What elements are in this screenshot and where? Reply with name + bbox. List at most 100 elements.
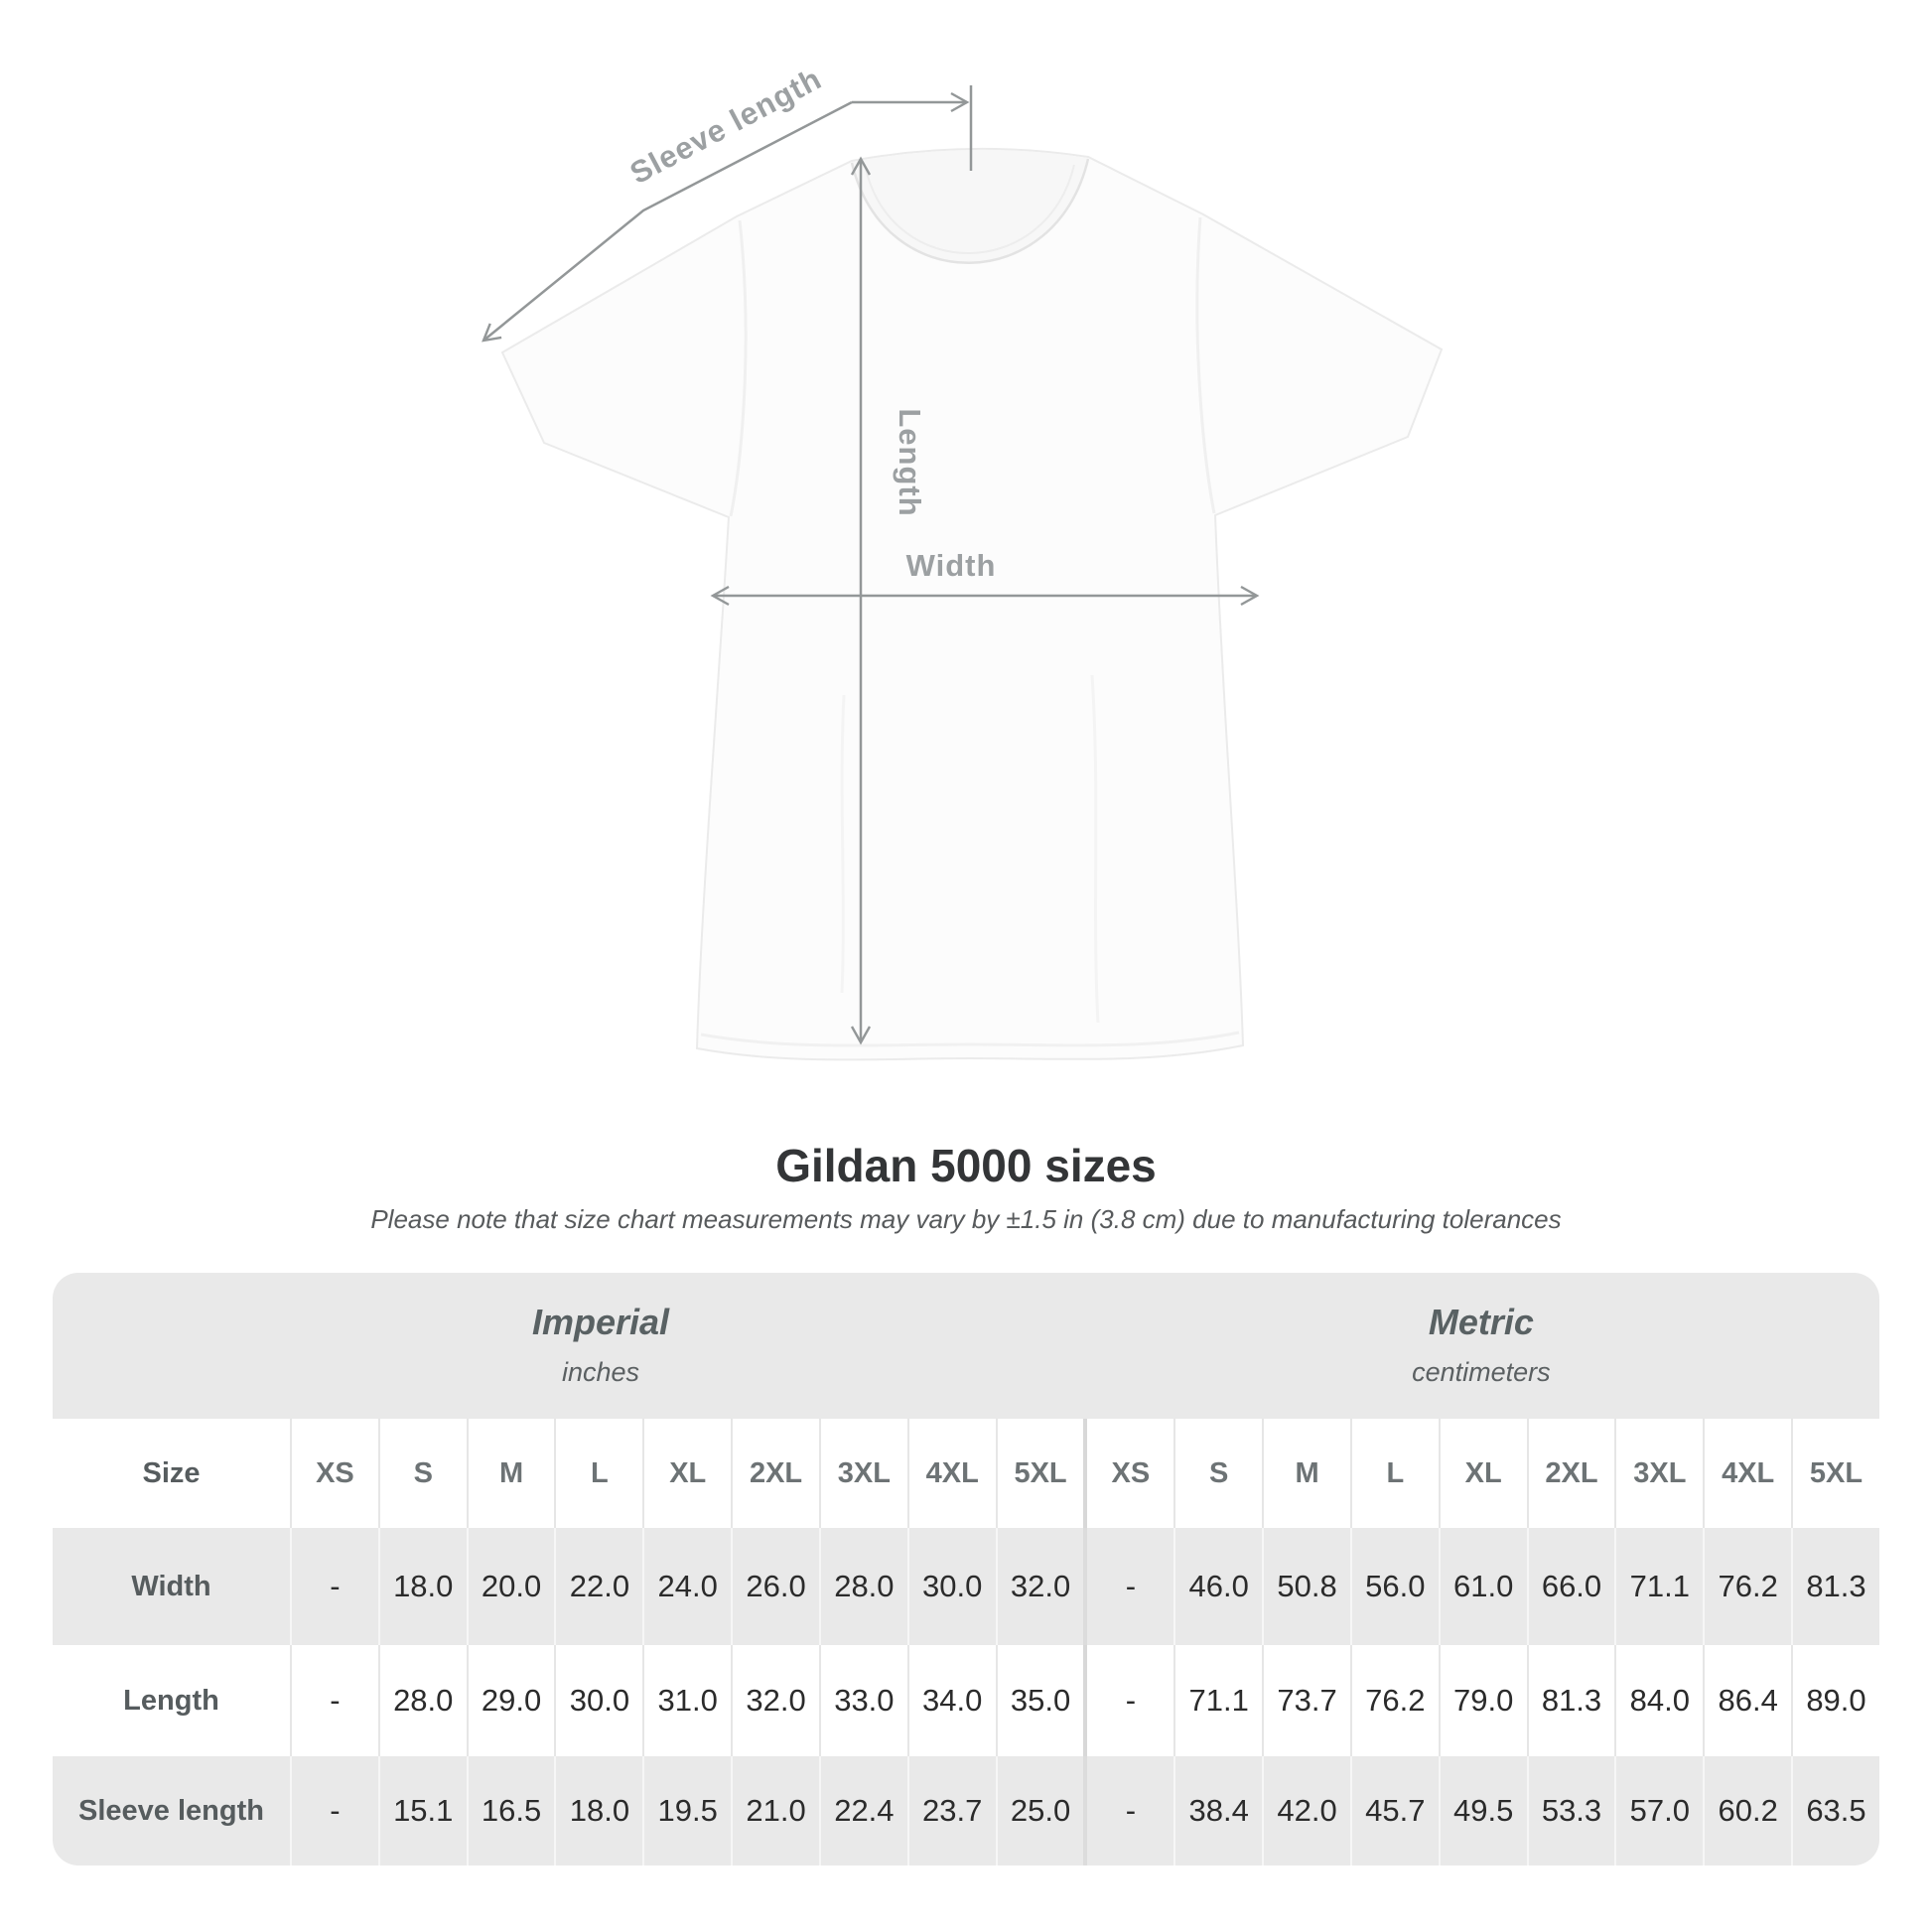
tshirt-left-armhole-seam <box>729 219 748 517</box>
width-label: Width <box>906 548 997 583</box>
cell-width-imperial-2XL: 26.0 <box>731 1528 819 1645</box>
page-title: Gildan 5000 sizes <box>775 1140 1157 1191</box>
size-header-metric-XS: XS <box>1083 1419 1173 1528</box>
size-header-metric-5XL: 5XL <box>1791 1419 1879 1528</box>
tshirt-illustration <box>500 147 1444 1061</box>
cell-width-imperial-5XL: 32.0 <box>995 1528 1084 1645</box>
size-header-imperial-XS: XS <box>290 1419 378 1528</box>
imperial-caption: Imperial inches <box>531 1302 670 1388</box>
measurement-arrows <box>482 85 1260 1045</box>
metric-group-unit: centimeters <box>1412 1357 1551 1387</box>
cell-width-imperial-XL: 24.0 <box>642 1528 731 1645</box>
size-table: Imperial inches Metric centimeters Size X… <box>53 1273 1879 1865</box>
table-row: Sleeve length -15.1 16.5 18.0 19.5 21.0 22.4 23… <box>53 1756 1879 1865</box>
size-header-metric-3XL: 3XL <box>1614 1419 1703 1528</box>
tshirt-hem-seam <box>700 1031 1240 1047</box>
cell-sleeve-length-imperial-2XL: 21.0 <box>731 1756 819 1865</box>
cell-sleeve-length-imperial-4XL: 23.7 <box>906 1756 996 1865</box>
size-column-header: Size <box>142 1456 201 1489</box>
tshirt-body <box>500 147 1444 1061</box>
size-header-imperial-2XL: 2XL <box>731 1419 819 1528</box>
cell-width-metric-3XL: 71.1 <box>1614 1528 1703 1645</box>
imperial-group-name: Imperial <box>531 1302 670 1342</box>
cell-width-metric-L: 56.0 <box>1349 1528 1439 1645</box>
sleeve-length-label: Sleeve length <box>624 61 827 191</box>
cell-width-metric-4XL: 76.2 <box>1703 1528 1791 1645</box>
length-label: Length <box>893 408 927 516</box>
cell-sleeve-length-metric-3XL: 57.0 <box>1614 1756 1703 1865</box>
cell-sleeve-length-metric-S: 38.4 <box>1173 1756 1262 1865</box>
cell-sleeve-length-metric-XS: - <box>1083 1756 1173 1865</box>
unit-caption-band: Imperial inches Metric centimeters <box>53 1273 1879 1419</box>
cell-length-imperial-M: 29.0 <box>466 1645 555 1756</box>
cell-length-metric-XL: 79.0 <box>1438 1645 1527 1756</box>
cell-length-metric-3XL: 84.0 <box>1614 1645 1703 1756</box>
wrinkle-line <box>1090 674 1100 1024</box>
cell-sleeve-length-imperial-XL: 19.5 <box>642 1756 731 1865</box>
size-header-imperial-3XL: 3XL <box>818 1419 907 1528</box>
cell-sleeve-length-imperial-XS: - <box>290 1756 378 1865</box>
cell-sleeve-length-imperial-3XL: 22.4 <box>818 1756 907 1865</box>
cell-length-metric-4XL: 86.4 <box>1703 1645 1791 1756</box>
cell-sleeve-length-imperial-5XL: 25.0 <box>995 1756 1084 1865</box>
cell-length-imperial-XL: 31.0 <box>642 1645 731 1756</box>
tshirt-measurement-diagram: Sleeve length Length Width <box>482 61 1444 1061</box>
size-header-metric-L: L <box>1349 1419 1439 1528</box>
cell-width-imperial-M: 20.0 <box>466 1528 555 1645</box>
cell-length-metric-M: 73.7 <box>1262 1645 1350 1756</box>
size-header-metric-4XL: 4XL <box>1703 1419 1791 1528</box>
cell-sleeve-length-metric-L: 45.7 <box>1349 1756 1439 1865</box>
row-label-width: Width <box>131 1570 211 1602</box>
cell-length-imperial-S: 28.0 <box>377 1645 467 1756</box>
cell-length-metric-5XL: 89.0 <box>1791 1645 1879 1756</box>
cell-length-imperial-XS: - <box>290 1645 378 1756</box>
size-header-imperial-S: S <box>377 1419 467 1528</box>
size-header-metric-2XL: 2XL <box>1526 1419 1615 1528</box>
metric-caption: Metric centimeters <box>1412 1302 1551 1388</box>
cell-width-metric-XS: - <box>1083 1528 1173 1645</box>
table-row: Size XS S M L XL 2XL 3XL 4XL 5XL XS S M L XL 2XL 3XL 4XL 5… <box>53 1419 1879 1528</box>
cell-sleeve-length-imperial-S: 15.1 <box>377 1756 467 1865</box>
cell-sleeve-length-metric-5XL: 63.5 <box>1791 1756 1879 1865</box>
cell-sleeve-length-metric-2XL: 53.3 <box>1526 1756 1615 1865</box>
cell-width-metric-S: 46.0 <box>1173 1528 1262 1645</box>
cell-length-metric-L: 76.2 <box>1349 1645 1439 1756</box>
tshirt-right-armhole-seam <box>1195 216 1216 514</box>
imperial-group-unit: inches <box>561 1357 640 1387</box>
size-header-imperial-5XL: 5XL <box>995 1419 1084 1528</box>
tolerance-note: Please note that size chart measurements… <box>370 1204 1562 1234</box>
cell-length-imperial-L: 30.0 <box>554 1645 642 1756</box>
size-header-imperial-4XL: 4XL <box>906 1419 996 1528</box>
cell-width-metric-2XL: 66.0 <box>1526 1528 1615 1645</box>
cell-width-imperial-XS: - <box>290 1528 378 1645</box>
wrinkle-line <box>840 694 846 994</box>
size-header-imperial-XL: XL <box>642 1419 731 1528</box>
cell-width-imperial-3XL: 28.0 <box>818 1528 907 1645</box>
cell-sleeve-length-metric-XL: 49.5 <box>1438 1756 1527 1865</box>
size-header-metric-M: M <box>1262 1419 1350 1528</box>
cell-width-imperial-L: 22.0 <box>554 1528 642 1645</box>
cell-sleeve-length-metric-4XL: 60.2 <box>1703 1756 1791 1865</box>
table-row: Width -18.0 20.0 22.0 24.0 26.0 28.0 30.0 32.0-4… <box>53 1528 1879 1645</box>
size-header-metric-XL: XL <box>1438 1419 1527 1528</box>
cell-length-imperial-4XL: 34.0 <box>906 1645 996 1756</box>
metric-group-name: Metric <box>1428 1302 1534 1342</box>
cell-length-metric-2XL: 81.3 <box>1526 1645 1615 1756</box>
row-label-length: Length <box>123 1684 219 1717</box>
sleeve-length-arrow <box>482 100 853 343</box>
cell-width-metric-XL: 61.0 <box>1438 1528 1527 1645</box>
size-header-imperial-M: M <box>466 1419 555 1528</box>
cell-sleeve-length-imperial-M: 16.5 <box>466 1756 555 1865</box>
cell-sleeve-length-imperial-L: 18.0 <box>554 1756 642 1865</box>
size-table-body: Size XS S M L XL 2XL 3XL 4XL 5XL XS S M L XL 2XL 3XL 4XL 5… <box>53 1419 1879 1865</box>
tshirt-collar-seam <box>865 164 1075 254</box>
cell-length-imperial-2XL: 32.0 <box>731 1645 819 1756</box>
tshirt-collar-band <box>850 158 1090 264</box>
cell-width-imperial-S: 18.0 <box>377 1528 467 1645</box>
cell-sleeve-length-metric-M: 42.0 <box>1262 1756 1350 1865</box>
table-row: Length -28.0 29.0 30.0 31.0 32.0 33.0 34.0 35.0-… <box>53 1645 1879 1756</box>
cell-length-imperial-5XL: 35.0 <box>995 1645 1084 1756</box>
cell-width-metric-5XL: 81.3 <box>1791 1528 1879 1645</box>
cell-width-imperial-4XL: 30.0 <box>906 1528 996 1645</box>
